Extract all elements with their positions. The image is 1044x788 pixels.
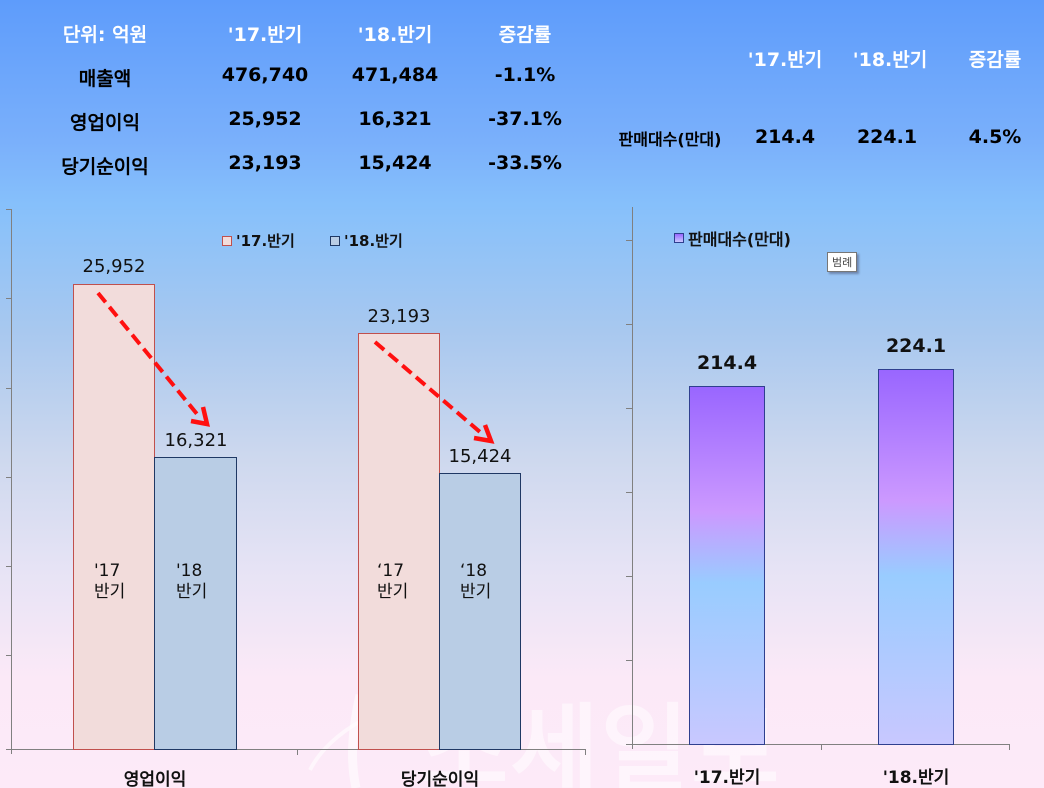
bar-sales-18 (878, 369, 954, 745)
inbar-label-17: ‘17 반기 (377, 561, 408, 603)
y-tick (626, 492, 632, 493)
legend-swatch-18 (330, 235, 340, 246)
summary-header-17: '17.반기 (227, 24, 303, 46)
data-label: 15,424 (448, 446, 512, 467)
x-tick (821, 744, 822, 750)
x-label-17: '17.반기 (693, 768, 761, 788)
sales-row-change: 4.5% (968, 126, 1022, 148)
x-tick (297, 749, 298, 755)
legend-item-17: '17.반기 (222, 230, 295, 251)
bar-net-income-18 (439, 473, 521, 750)
summary-header-unit: 단위: 억원 (62, 24, 148, 46)
x-label-operating-profit: 영업이익 (123, 770, 187, 788)
data-label: 16,321 (164, 430, 228, 451)
summary-row-change: -33.5% (488, 152, 562, 174)
bar-operating-profit-17 (73, 284, 155, 750)
y-tick (626, 240, 632, 241)
legend-label-17: '17.반기 (236, 232, 295, 250)
inbar-label-18: ‘18 반기 (460, 561, 491, 603)
summary-row-change: -37.1% (488, 108, 562, 130)
inbar-half: 반기 (460, 582, 492, 602)
data-label: 224.1 (885, 335, 947, 357)
bar-net-income-17 (358, 333, 440, 750)
legend-swatch-sales (674, 233, 684, 243)
summary-row-label: 영업이익 (70, 112, 140, 134)
y-tick (6, 388, 12, 389)
y-tick (6, 298, 12, 299)
summary-row-change: -1.1% (494, 64, 556, 86)
legend-swatch-17 (222, 235, 232, 246)
left-x-axis (11, 749, 586, 750)
left-y-axis (11, 209, 12, 754)
data-label: 25,952 (82, 256, 146, 277)
data-label: 23,193 (367, 306, 431, 327)
legend-item-18: '18.반기 (330, 230, 403, 251)
x-label-net-income: 당기순이익 (400, 770, 480, 788)
summary-row-value-18: 16,321 (358, 108, 432, 130)
x-label-18: '18.반기 (882, 768, 950, 788)
summary-row-value-17: 23,193 (228, 152, 302, 174)
sales-row-label: 판매대수(만대) (618, 130, 722, 149)
summary-row-value-18: 471,484 (351, 64, 439, 86)
y-tick (6, 655, 12, 656)
summary-row-label: 당기순이익 (61, 156, 149, 178)
summary-row-label: 매출액 (78, 68, 132, 90)
y-tick (6, 477, 12, 478)
y-tick (6, 566, 12, 567)
decrease-arrow-icon (96, 291, 495, 444)
inbar-year: '18 (176, 561, 203, 581)
inbar-year: '17 (94, 561, 121, 581)
bar-sales-17 (689, 386, 765, 745)
legend-label-18: '18.반기 (344, 232, 403, 250)
sales-row-value-17: 214.4 (754, 126, 816, 148)
sales-header-17: '17.반기 (747, 49, 823, 71)
y-tick (6, 749, 12, 750)
y-tick (626, 660, 632, 661)
y-tick (626, 576, 632, 577)
summary-header-18: '18.반기 (357, 24, 433, 46)
inbar-label-18: '18 반기 (176, 561, 207, 603)
summary-row-value-18: 15,424 (358, 152, 432, 174)
bar-operating-profit-18 (154, 457, 237, 750)
inbar-half: 반기 (176, 582, 208, 602)
sales-header-18: '18.반기 (852, 49, 928, 71)
y-tick (626, 408, 632, 409)
legend-label-sales: 판매대수(만대) (688, 230, 791, 249)
data-label: 214.4 (696, 352, 758, 374)
sales-header-change: 증감률 (968, 49, 1022, 71)
legend-tooltip: 범례 (827, 252, 858, 272)
y-tick (626, 324, 632, 325)
summary-header-change: 증감률 (498, 24, 552, 46)
y-tick (626, 744, 632, 745)
summary-row-value-17: 25,952 (228, 108, 302, 130)
inbar-year: ‘17 (377, 561, 405, 581)
legend-item-sales: 판매대수(만대) (674, 226, 791, 250)
right-y-axis (632, 207, 633, 749)
inbar-label-17: '17 반기 (94, 561, 125, 603)
sales-row-value-18: 224.1 (856, 126, 918, 148)
inbar-half: 반기 (377, 582, 409, 602)
x-tick (585, 749, 586, 755)
inbar-half: 반기 (94, 582, 126, 602)
summary-row-value-17: 476,740 (221, 64, 309, 86)
inbar-year: ‘18 (460, 561, 488, 581)
x-tick (1009, 744, 1010, 750)
y-tick (6, 209, 12, 210)
